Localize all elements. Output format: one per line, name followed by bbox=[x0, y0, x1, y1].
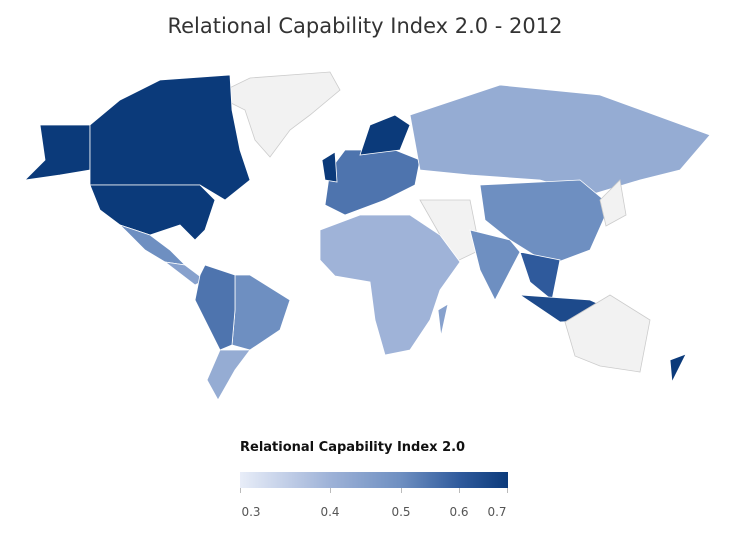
region-argentina[interactable] bbox=[206, 349, 251, 401]
world-map bbox=[23, 71, 711, 401]
region-united-states[interactable] bbox=[89, 184, 216, 241]
region-scandinavia[interactable] bbox=[359, 114, 411, 156]
region-australia[interactable] bbox=[564, 294, 651, 373]
legend-color-bar bbox=[240, 472, 508, 488]
region-china[interactable] bbox=[479, 179, 611, 266]
region-new-zealand[interactable] bbox=[669, 353, 687, 384]
legend-tick-label: 0.3 bbox=[241, 505, 261, 519]
region-alaska-usa[interactable] bbox=[23, 124, 91, 181]
legend-tick bbox=[330, 488, 331, 493]
legend-tick bbox=[459, 488, 460, 493]
legend-tick-label: 0.7 bbox=[487, 505, 507, 519]
region-brazil[interactable] bbox=[231, 274, 291, 351]
region-russia[interactable] bbox=[409, 84, 711, 196]
region-greenland[interactable] bbox=[214, 71, 341, 158]
region-india[interactable] bbox=[469, 229, 521, 301]
legend-tick-label: 0.5 bbox=[391, 505, 411, 519]
region-madagascar[interactable] bbox=[437, 303, 449, 337]
region-southeast-asia[interactable] bbox=[519, 251, 561, 301]
legend-tick bbox=[401, 488, 402, 493]
region-japan[interactable] bbox=[599, 179, 627, 227]
legend-title: Relational Capability Index 2.0 bbox=[240, 440, 466, 455]
legend-tick-label: 0.4 bbox=[320, 505, 340, 519]
legend-tick bbox=[240, 488, 241, 493]
region-africa[interactable] bbox=[319, 214, 461, 356]
region-middle-east[interactable] bbox=[419, 199, 481, 263]
region-canada[interactable] bbox=[89, 74, 251, 201]
region-europe[interactable] bbox=[324, 149, 421, 216]
legend-tick-label: 0.6 bbox=[449, 505, 469, 519]
legend-tick bbox=[507, 488, 508, 493]
map-title: Relational Capability Index 2.0 - 2012 bbox=[167, 14, 563, 38]
region-united-kingdom[interactable] bbox=[321, 151, 338, 183]
region-andean-south-america[interactable] bbox=[194, 264, 236, 351]
